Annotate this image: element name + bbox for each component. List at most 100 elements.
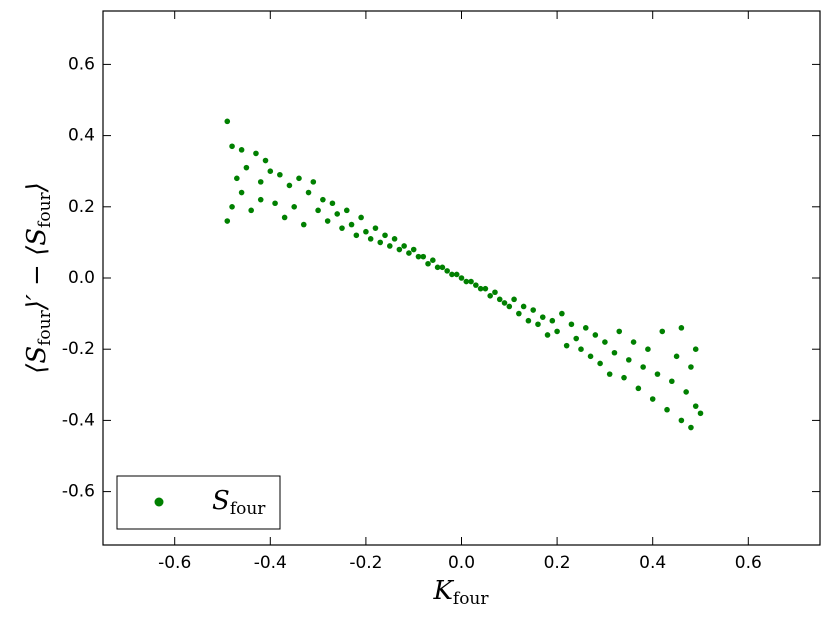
y-tick-label: -0.6 [62,482,95,502]
point [573,335,580,342]
y-tick-label: -0.4 [62,410,95,430]
y-tick-label: -0.2 [62,339,95,359]
point [343,207,350,214]
point [482,285,489,292]
point [367,236,374,242]
point [530,307,536,313]
point [396,246,403,253]
point [582,325,589,331]
legend-label-part: S [212,486,230,516]
point [492,289,498,296]
point [645,346,651,353]
point [635,385,642,392]
point [688,364,694,370]
x-axis-label-part: four [453,589,489,609]
y-axis-label-part: four [35,309,55,345]
point [415,253,422,260]
point [539,314,546,320]
point [401,243,407,249]
point [310,179,317,185]
y-tick-label: 0.6 [68,54,95,74]
point [291,204,298,210]
point [649,396,656,402]
point [229,143,235,150]
point [339,225,345,231]
x-tick-label: 0.0 [448,553,475,573]
point [257,179,264,185]
point [559,310,565,317]
point [535,321,541,328]
point [463,278,470,285]
point [554,328,560,335]
point [692,346,699,353]
point [506,303,513,310]
point [430,257,436,264]
point [697,410,704,417]
point [587,353,594,360]
point [353,232,360,239]
point [468,278,474,285]
point [616,328,623,335]
legend-box [116,475,281,530]
point [487,293,493,299]
point [606,371,613,377]
point [277,171,283,178]
point [597,360,603,367]
legend-label: Sfour [212,486,266,519]
point [659,328,666,335]
point [387,243,393,249]
x-tick-label: 0.2 [544,553,571,573]
point [358,214,364,221]
point [678,417,685,424]
point [253,150,259,157]
point [281,214,288,221]
point [568,321,575,328]
point [563,342,570,349]
x-tick-label: 0.6 [735,553,762,573]
point [382,232,388,239]
point [578,346,584,353]
point [544,332,551,338]
y-axis-label-part: four [35,191,55,227]
point [501,300,508,306]
point [683,389,689,395]
point [621,374,627,381]
point [267,168,274,174]
y-axis-label-part: ⟩ [22,182,52,193]
point [473,282,479,288]
point [640,364,646,370]
x-axis-label-part: K [432,576,454,606]
point [224,218,231,224]
point [286,182,293,189]
point [516,310,522,317]
point [329,200,336,207]
point [439,264,446,271]
point [602,339,608,345]
point [238,189,245,196]
point [458,275,465,281]
legend-label-part: four [230,499,266,519]
y-axis-label: ⟨Sfour⟩′ − ⟨Sfour⟩ [22,182,55,374]
point [410,246,417,253]
point [377,239,384,246]
y-axis-label-part: ⟩′ − ⟨S [22,228,52,311]
y-tick-label: 0.2 [68,197,95,217]
point [300,221,307,228]
point [664,406,670,413]
point [477,285,484,292]
point [654,371,661,377]
x-tick-label: 0.4 [639,553,666,573]
point [334,211,341,217]
point [692,403,699,409]
point [238,147,245,153]
point [520,303,527,310]
point [630,339,637,345]
point [511,296,517,303]
point [391,236,398,242]
x-tick-label: -0.2 [349,553,382,573]
point [496,296,503,303]
point [305,189,312,196]
point [348,221,355,228]
